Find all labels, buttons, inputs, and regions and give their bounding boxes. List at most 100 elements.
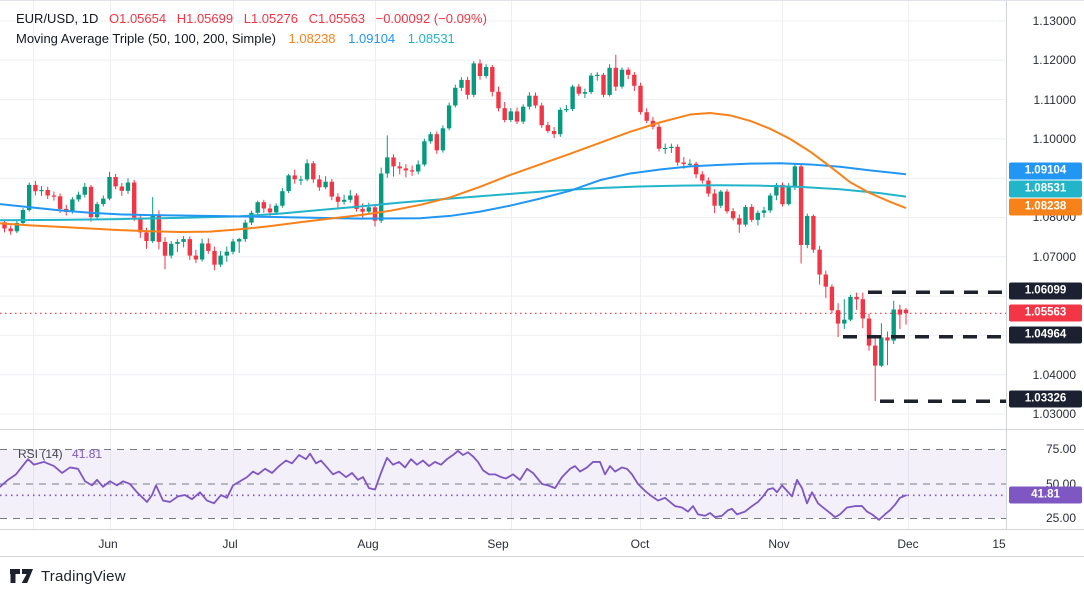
- candle: [737, 218, 742, 225]
- rsi-indicator-title[interactable]: RSI (14): [18, 447, 63, 461]
- rsi-line: [0, 449, 907, 521]
- candle: [835, 310, 841, 324]
- price-axis-label: 1.10000: [1032, 132, 1076, 146]
- candle: [255, 202, 260, 213]
- candle: [230, 241, 236, 252]
- candle: [261, 202, 266, 209]
- change-value: −0.00092 (−0.09%): [375, 11, 487, 26]
- candle: [551, 131, 557, 135]
- candle: [700, 174, 705, 181]
- candle: [181, 239, 186, 242]
- time-axis-label: Oct: [630, 537, 650, 551]
- candle: [477, 63, 483, 76]
- ma-indicator-title[interactable]: Moving Average Triple (50, 100, 200, Sim…: [16, 31, 276, 46]
- candle: [385, 157, 390, 174]
- candle: [27, 184, 32, 211]
- price-axis-label: 1.07000: [1032, 250, 1076, 264]
- candle: [366, 207, 371, 212]
- candle: [329, 181, 334, 197]
- price-badge: 1.03326: [1009, 390, 1082, 408]
- time-axis-label: Jun: [98, 537, 118, 551]
- rsi-legend[interactable]: RSI (14) 41.81: [18, 447, 102, 461]
- symbol-title[interactable]: EUR/USD, 1D: [16, 11, 99, 26]
- candle: [786, 187, 791, 205]
- tradingview-brand-text: TradingView: [41, 567, 126, 585]
- candle: [51, 195, 57, 197]
- candle: [169, 243, 174, 256]
- candle: [237, 239, 242, 242]
- pane-divider[interactable]: [0, 429, 1084, 430]
- candle: [817, 249, 822, 275]
- candle: [298, 179, 304, 181]
- candle: [483, 67, 489, 76]
- price-badge: 1.06099: [1009, 282, 1082, 300]
- candle: [422, 141, 427, 165]
- price-axis-label: 1.04000: [1032, 368, 1076, 382]
- candle: [132, 182, 137, 218]
- candle: [150, 214, 155, 242]
- price-axis[interactable]: 1.13000 1.12000 1.11000 1.10000 1.08000 1.070…: [1006, 1, 1084, 529]
- candle: [848, 296, 853, 320]
- candle: [175, 241, 180, 244]
- time-axis[interactable]: Jun Jul Aug Sep Oct Nov Dec 15: [0, 529, 1084, 557]
- ohlc-open: O1.05654: [108, 11, 167, 26]
- candle: [33, 184, 38, 192]
- candle: [545, 125, 551, 131]
- price-badge: 1.04964: [1009, 326, 1082, 344]
- candle: [267, 208, 273, 213]
- ma50-value: 1.08238: [288, 31, 336, 46]
- candle: [434, 134, 439, 151]
- candle: [280, 191, 285, 206]
- candle: [14, 223, 20, 232]
- candle: [527, 95, 532, 107]
- candle: [323, 181, 328, 188]
- tradingview-attribution[interactable]: TradingView: [10, 564, 126, 588]
- price-badge: 1.05563: [1009, 304, 1082, 322]
- candle: [644, 112, 649, 121]
- candle: [706, 180, 711, 194]
- ma-legend-row[interactable]: Moving Average Triple (50, 100, 200, Sim…: [16, 29, 487, 49]
- candle: [601, 74, 606, 95]
- candle: [416, 164, 421, 172]
- chart-pane[interactable]: [0, 1, 1006, 529]
- price-axis-label: 1.03000: [1032, 407, 1076, 421]
- candle: [274, 205, 279, 213]
- rsi-pane[interactable]: [0, 449, 1006, 521]
- candle: [409, 170, 415, 172]
- candle: [138, 217, 143, 233]
- candle: [829, 286, 835, 311]
- price-axis-label: 1.11000: [1033, 93, 1077, 107]
- chart-canvas[interactable]: [0, 1, 1006, 529]
- candle: [162, 241, 168, 256]
- candle: [897, 309, 903, 315]
- candle: [125, 182, 131, 191]
- candle: [656, 126, 662, 149]
- candle: [459, 79, 464, 88]
- price-badge: 1.09104: [1009, 162, 1082, 180]
- candle: [626, 69, 631, 75]
- candle: [403, 168, 409, 171]
- candle: [570, 86, 575, 109]
- candle: [224, 251, 229, 256]
- symbol-legend-row[interactable]: EUR/USD, 1D O1.05654 H1.05699 L1.05276 C…: [16, 9, 487, 29]
- candle: [718, 191, 723, 206]
- price-badge: 1.08531: [1009, 180, 1082, 198]
- candle: [20, 210, 26, 223]
- candle: [613, 67, 618, 87]
- candle: [465, 79, 470, 95]
- time-axis-label: 15: [992, 537, 1006, 551]
- ma50-line: [0, 111, 907, 234]
- support-resistance-drawings[interactable]: [843, 290, 1006, 403]
- candle: [354, 195, 359, 209]
- candle: [119, 186, 124, 191]
- candle: [199, 243, 205, 260]
- candle: [70, 199, 75, 212]
- candle: [743, 206, 748, 225]
- candle: [768, 195, 773, 211]
- candle: [57, 196, 63, 209]
- candle: [360, 208, 365, 212]
- candle: [558, 109, 563, 135]
- candle: [440, 128, 446, 151]
- candle: [885, 337, 890, 341]
